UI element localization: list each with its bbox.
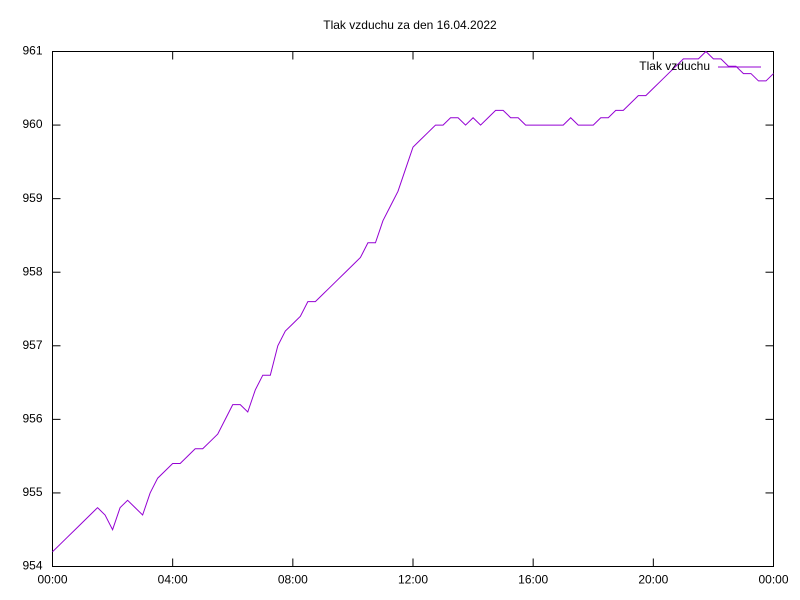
x-tick-label: 08:00 <box>278 573 308 587</box>
legend-label: Tlak vzduchu <box>639 59 710 73</box>
y-tick-label: 957 <box>22 338 42 352</box>
y-tick-label: 956 <box>22 412 42 426</box>
x-tick-label: 04:00 <box>158 573 188 587</box>
chart-title: Tlak vzduchu za den 16.04.2022 <box>323 18 497 32</box>
x-tick-label: 00:00 <box>758 573 788 587</box>
y-tick-label: 960 <box>22 117 42 131</box>
x-tick-label: 00:00 <box>37 573 67 587</box>
x-tick-label: 12:00 <box>398 573 428 587</box>
x-tick-label: 16:00 <box>518 573 548 587</box>
y-tick-label: 955 <box>22 485 42 499</box>
y-tick-label: 959 <box>22 191 42 205</box>
data-line <box>52 50 774 553</box>
y-tick-label: 958 <box>22 264 42 278</box>
y-tick-label: 961 <box>22 44 42 58</box>
y-tick-label: 954 <box>22 559 42 573</box>
x-tick-label: 20:00 <box>638 573 668 587</box>
